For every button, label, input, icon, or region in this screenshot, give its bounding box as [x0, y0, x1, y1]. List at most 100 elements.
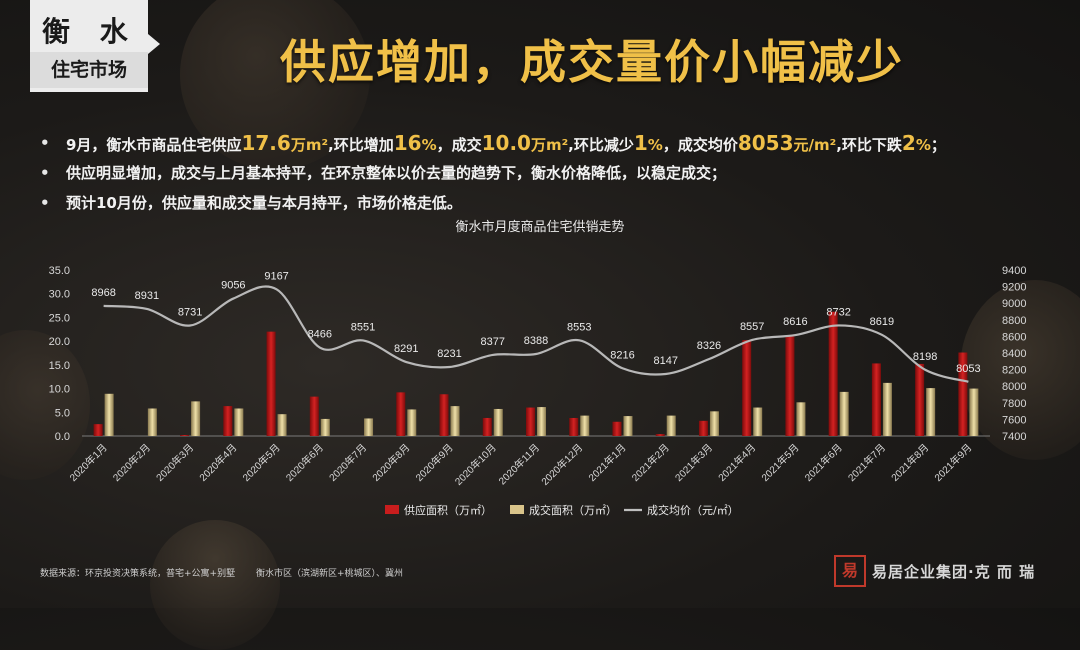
highlight-value: 2: [901, 131, 916, 155]
price-data-label: 8968: [91, 287, 115, 299]
y-left-tick-label: 20.0: [49, 336, 70, 348]
city-name: 衡 水: [42, 15, 138, 48]
source-region: 衡水市区（滨湖新区+桃城区）、冀州: [255, 569, 404, 579]
x-tick-label: 2020年8月: [369, 441, 412, 484]
price-data-label: 8731: [178, 307, 202, 319]
x-tick-label: 2020年11月: [496, 441, 542, 487]
supply-bar: [785, 336, 795, 436]
sales-bar: [191, 401, 201, 436]
badge-notch: [148, 34, 160, 54]
x-tick-label: 2020年4月: [196, 441, 239, 484]
bullet-text: ；: [930, 136, 946, 154]
y-right-tick-label: 8400: [1002, 348, 1026, 360]
city-badge: 衡 水 住宅市场: [30, 0, 160, 92]
y-right-tick-label: 9400: [1002, 265, 1026, 277]
bullet-text: ，成交均价: [662, 136, 738, 154]
logo-text: 易居企业集团·克 而 瑞: [872, 562, 1036, 581]
price-data-label: 8231: [437, 348, 461, 360]
supply-bar: [612, 421, 622, 436]
price-data-label: 8931: [135, 290, 159, 302]
legend-label-price: 成交均价（元/㎡）: [647, 503, 739, 517]
sales-bar: [926, 388, 936, 436]
sales-bar: [709, 411, 719, 436]
sales-bar: [623, 416, 633, 436]
x-tick-label: 2021年4月: [715, 441, 758, 484]
price-data-label: 8216: [610, 349, 634, 361]
y-right-tick-label: 7600: [1002, 414, 1026, 426]
x-tick-label: 2020年3月: [153, 441, 196, 484]
y-left-tick-label: 25.0: [49, 312, 70, 324]
supply-bar: [871, 363, 881, 436]
data-source: 数据来源：环京投资决策系统，普宅+公寓+别墅 衡水市区（滨湖新区+桃城区）、冀州: [40, 566, 421, 579]
y-left-tick-label: 5.0: [55, 407, 70, 419]
sales-bar: [104, 393, 114, 436]
legend-swatch-supply: [385, 505, 399, 514]
bullet-text: ,环比减少: [568, 136, 634, 154]
market-label: 住宅市场: [30, 52, 148, 88]
highlight-unit: 万m²: [530, 136, 569, 154]
highlight-value: 17.6: [241, 131, 291, 155]
y-left-tick-label: 15.0: [49, 360, 70, 372]
bullet-text: ，成交: [436, 136, 482, 154]
x-tick-label: 2021年9月: [932, 441, 975, 484]
summary-bullets: 9月，衡水市商品住宅供应17.6万m²,环比增加16%，成交10.0万m²,环比…: [40, 128, 1070, 218]
supply-bar: [223, 406, 233, 436]
x-tick-label: 2021年8月: [888, 441, 931, 484]
supply-bar: [915, 363, 925, 436]
y-right-tick-label: 9000: [1002, 298, 1026, 310]
x-tick-label: 2020年2月: [110, 441, 153, 484]
sales-bar: [320, 418, 330, 436]
price-data-label: 9167: [264, 270, 288, 282]
supply-bar: [828, 311, 838, 436]
price-data-label: 8198: [913, 351, 937, 363]
price-data-label: 8732: [826, 306, 850, 318]
price-data-label: 8553: [567, 321, 591, 333]
decor-circle: [960, 280, 1080, 460]
bullet-item: 预计10月份，供应量和成交量与本月持平，市场价格走低。: [40, 188, 1070, 218]
x-tick-label: 2020年9月: [413, 441, 456, 484]
bullet-item: 供应明显增加，成交与上月基本持平，在环京整体以价去量的趋势下，衡水价格降低，以稳…: [40, 158, 1070, 188]
price-data-label: 9056: [221, 280, 245, 292]
y-right-tick-label: 7800: [1002, 398, 1026, 410]
price-data-label: 8291: [394, 343, 418, 355]
x-tick-label: 2021年2月: [629, 441, 672, 484]
x-tick-label: 2021年1月: [586, 441, 629, 484]
x-tick-label: 2020年5月: [240, 441, 283, 484]
price-data-label: 8557: [740, 321, 764, 333]
price-line: [103, 285, 969, 383]
y-right-tick-label: 8600: [1002, 331, 1026, 343]
price-data-label: 8616: [783, 316, 807, 328]
sales-bar: [147, 408, 157, 436]
x-tick-label: 2020年1月: [67, 441, 110, 484]
x-tick-label: 2021年5月: [759, 441, 802, 484]
bullet-item: 9月，衡水市商品住宅供应17.6万m²,环比增加16%，成交10.0万m²,环比…: [40, 128, 1070, 158]
y-right-tick-label: 8000: [1002, 381, 1026, 393]
x-tick-label: 2020年7月: [326, 441, 369, 484]
legend-swatch-sales: [510, 505, 524, 514]
supply-sales-chart: 0.0 5.0 10.0 15.0 20.0 25.0 30.0 35.0 7400 7600 78…: [49, 265, 1027, 517]
page-title: 供应增加，成交量价小幅减少: [280, 35, 904, 89]
logo-seal: 易: [834, 555, 866, 587]
sales-bar: [537, 407, 546, 436]
supply-bar: [742, 340, 752, 436]
sales-bar: [234, 408, 244, 436]
supply-bar: [526, 407, 535, 436]
supply-bar: [266, 331, 276, 436]
y-right-tick-label: 8800: [1002, 315, 1026, 327]
highlight-unit: %: [421, 136, 437, 154]
highlight-value: 8053: [737, 131, 794, 155]
highlight-value: 10.0: [481, 131, 531, 155]
y-left-tick-label: 30.0: [49, 289, 70, 301]
legend-label-supply: 供应面积（万㎡）: [404, 503, 492, 517]
supply-bar: [569, 417, 579, 436]
supply-bar: [482, 417, 492, 436]
y-left-tick-label: 10.0: [49, 384, 70, 396]
supply-bar: [698, 420, 708, 436]
x-tick-label: 2021年7月: [845, 441, 888, 484]
price-data-label: 8551: [351, 321, 375, 333]
x-tick-label: 2021年6月: [802, 441, 845, 484]
supply-bar: [655, 434, 665, 436]
source-text: 数据来源：环京投资决策系统，普宅+公寓+别墅: [40, 569, 236, 579]
x-tick-label: 2020年12月: [538, 441, 585, 488]
x-tick-label: 2020年10月: [452, 441, 499, 488]
